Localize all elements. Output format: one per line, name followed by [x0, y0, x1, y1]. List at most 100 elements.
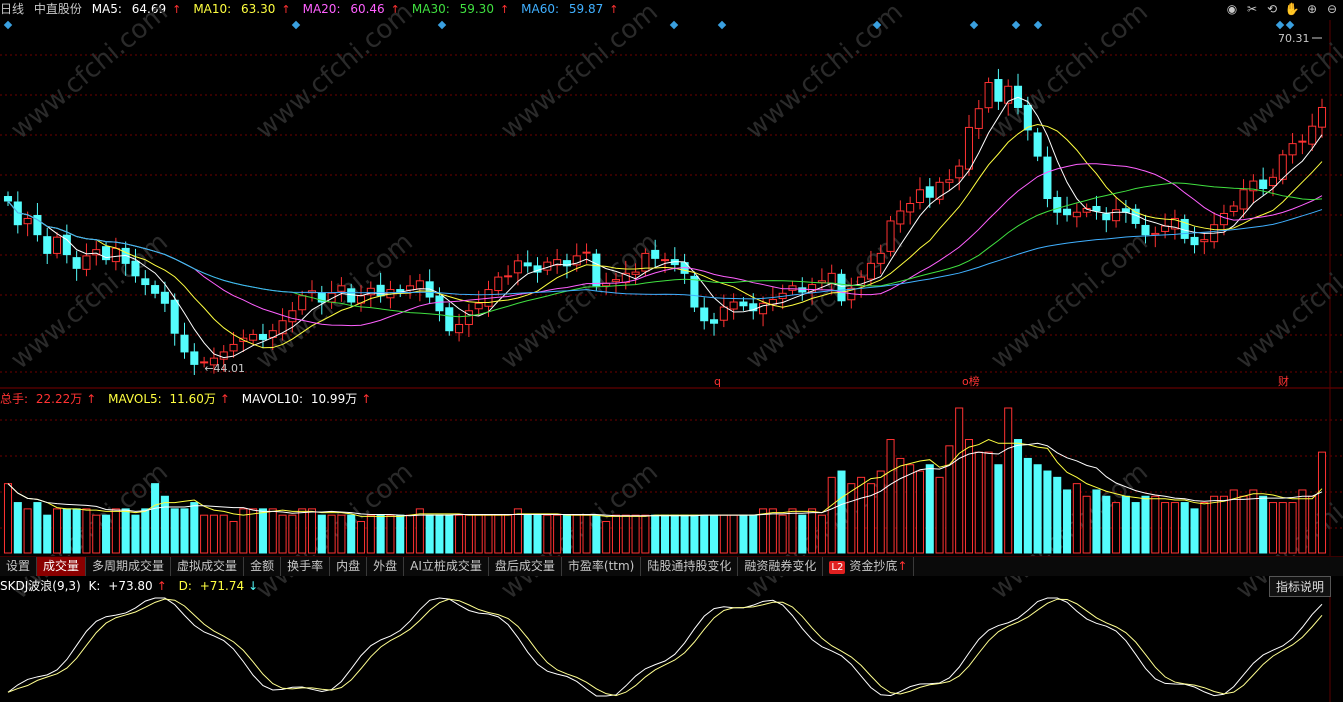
volume-bar	[1121, 495, 1130, 554]
volume-bar	[611, 514, 621, 554]
tab-12[interactable]: 融资融券变化	[738, 557, 824, 576]
scissors-icon[interactable]: ✂	[1246, 2, 1258, 16]
tab-8[interactable]: AI立桩成交量	[404, 557, 489, 576]
candle-body	[827, 272, 836, 285]
candle-body	[1092, 205, 1101, 212]
candle-body	[1259, 179, 1268, 190]
volume-bar	[523, 514, 532, 554]
volume-bar	[935, 476, 944, 554]
volume-bar	[994, 464, 1003, 554]
volume-bar	[1317, 451, 1327, 554]
candle-body	[445, 307, 454, 332]
event-diamond	[717, 20, 727, 30]
mavol10: MAVOL10: 10.99万 ↑	[241, 392, 372, 406]
candle-body	[1317, 106, 1327, 128]
tab-9[interactable]: 盘后成交量	[489, 557, 562, 576]
zoom-out-icon[interactable]: ⊖	[1326, 2, 1338, 16]
volume-bar	[827, 476, 836, 554]
tab-10[interactable]: 市盈率(ttm)	[562, 557, 642, 576]
tab-0[interactable]: 设置	[0, 557, 38, 576]
replay-icon[interactable]: ⟲	[1266, 2, 1278, 16]
hand-icon[interactable]: ✋	[1284, 2, 1300, 16]
candle-body	[1170, 217, 1179, 230]
volume-bar	[1278, 502, 1287, 554]
chart-header: 日线 中直股份 MA5: 64.69 ↑ MA10: 63.30 ↑ MA20: 60.…	[0, 0, 1343, 20]
volume-bar	[455, 514, 464, 554]
volume-bar	[200, 514, 209, 554]
tab-11[interactable]: 陆股通持股变化	[641, 557, 739, 576]
candle-body	[925, 186, 934, 198]
tab-1[interactable]: 成交量	[37, 557, 87, 576]
candle-body	[876, 252, 885, 264]
volume-bar	[866, 483, 875, 554]
volume-bar	[788, 508, 797, 554]
event-diamond	[1033, 20, 1043, 30]
volume-bar	[915, 470, 924, 554]
ma5-line	[7, 96, 1323, 359]
tab-label: 虚拟成交量	[177, 559, 238, 573]
event-diamond	[1011, 20, 1021, 30]
volume-bar	[376, 514, 385, 554]
candle-body	[43, 236, 52, 254]
indicator-explain-button[interactable]: 指标说明	[1268, 576, 1331, 597]
tab-7[interactable]: 外盘	[367, 557, 405, 576]
indicator-tabs: 设置 成交量 多周期成交量 虚拟成交量 金额 换手率 内盘 外盘 AI立桩成交量 盘后成交量 市盈率…	[0, 556, 1343, 576]
ma-legend: MA5: 64.69 ↑ MA10: 63.30 ↑ MA20: 60.46 ↑ MA30:…	[92, 2, 631, 16]
l2-badge: L2	[829, 561, 846, 574]
candle-body	[190, 351, 199, 365]
candle-body	[945, 179, 954, 183]
event-diamond	[1275, 20, 1285, 30]
volume-bar	[1229, 489, 1238, 554]
volume-bar	[925, 464, 934, 554]
volume-bar	[435, 514, 444, 554]
stock-name[interactable]: 中直股份	[33, 2, 82, 16]
mavol5-line	[7, 438, 1323, 517]
tab-4[interactable]: 金额	[244, 557, 282, 576]
volume-bar	[651, 514, 660, 554]
candle-body	[709, 319, 719, 324]
ma-legend-item: MA20: 60.46 ↑	[302, 2, 400, 16]
volume-bar	[955, 407, 964, 554]
candle-body	[974, 108, 983, 129]
candle-body	[337, 285, 346, 292]
volume-bar	[1141, 495, 1150, 554]
volume-bar	[494, 514, 503, 554]
tab-label: AI立桩成交量	[410, 559, 482, 573]
volume-bar	[464, 514, 473, 554]
low-price-label: ←44.01	[204, 362, 245, 375]
candle-body	[151, 285, 160, 294]
volume-bar	[1190, 508, 1199, 554]
volume-bar	[709, 514, 719, 554]
volume-bar	[759, 508, 768, 554]
eye-icon[interactable]: ◉	[1226, 2, 1238, 16]
volume-bar	[660, 514, 670, 554]
volume-bar	[582, 514, 591, 554]
candle-body	[415, 280, 424, 290]
tab-13[interactable]: L2 资金抄底↑	[823, 557, 915, 576]
zoom-in-icon[interactable]: ⊕	[1306, 2, 1318, 16]
volume-bar	[1200, 502, 1209, 554]
candle-body	[611, 279, 621, 282]
event-diamond	[3, 20, 13, 30]
volume-bar	[847, 483, 856, 554]
candle-body	[82, 255, 91, 270]
volume-bar	[808, 508, 817, 554]
tab-6[interactable]: 内盘	[330, 557, 368, 576]
watermark: www.cfchi.com	[1230, 227, 1343, 375]
tab-2[interactable]: 多周期成交量	[86, 557, 172, 576]
candle-body	[749, 303, 758, 312]
volume-bar	[278, 514, 287, 554]
candle-body	[886, 220, 895, 252]
tab-3[interactable]: 虚拟成交量	[171, 557, 245, 576]
volume-bar	[474, 514, 483, 554]
volume-bar	[1082, 495, 1091, 554]
candle-body	[1072, 211, 1081, 218]
candle-body	[1239, 189, 1248, 210]
candle-body	[808, 284, 817, 293]
candle-body	[906, 203, 915, 213]
tab-5[interactable]: 换手率	[281, 557, 331, 576]
period-label[interactable]: 日线	[0, 2, 25, 16]
kdj-name: SKDJ波浪(9,3)	[0, 579, 81, 593]
volume-bar	[602, 520, 611, 554]
